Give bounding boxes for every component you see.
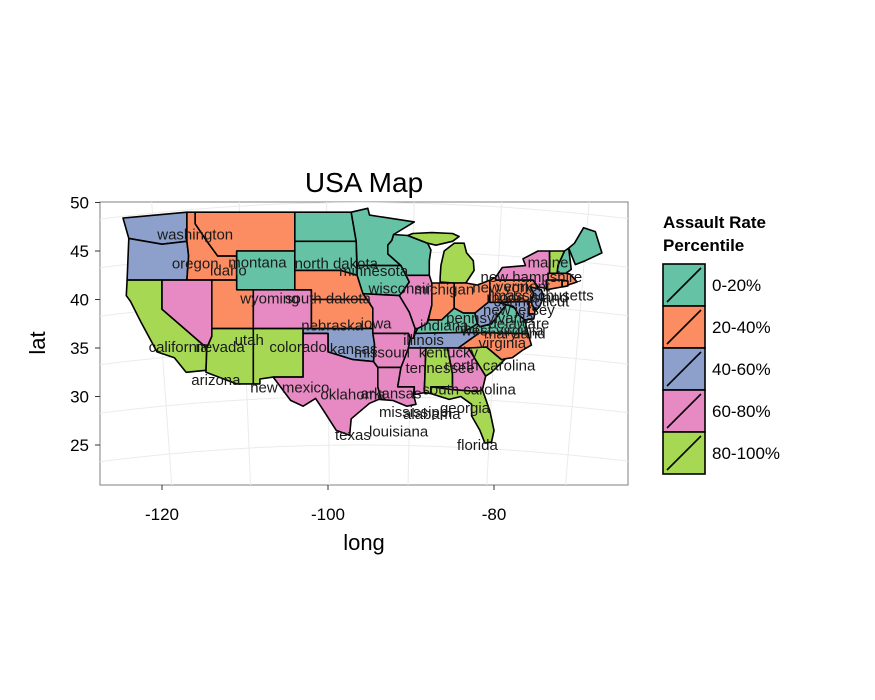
x-axis-title: long [343,530,385,555]
state-label-mississippi: mississippi [379,404,452,421]
state-label-new-mexico: new mexico [250,380,329,397]
state-label-michigan: michigan [414,282,474,299]
state-label-maine: maine [528,255,569,272]
state-label-new-jersey: new jersey [483,302,555,319]
state-north-dakota [293,211,358,243]
states-layer [122,207,603,444]
graticule-parallel [100,444,628,463]
state-label-tennessee: tennessee [405,360,474,377]
state-label-colorado: colorado [269,339,327,356]
y-tick-label: 25 [70,436,89,455]
state-maine [567,226,603,266]
legend-key-slash [666,309,702,345]
state-label-alabama: alabama [403,406,461,423]
state-label-california: california [149,339,210,356]
state-label-west-virginia: west virginia [460,322,544,339]
legend-title-line-1: Assault Rate [663,213,766,232]
state-label-maryland: maryland [484,325,546,342]
graticule-parallel [100,202,628,220]
state-label-wisconsin: wisconsin [367,281,433,298]
state-label-nevada: nevada [195,339,245,356]
state-label-kansas: kansas [330,341,378,358]
state-rhode-island [561,279,569,288]
state-maryland [497,300,536,321]
state-label-missouri: missouri [354,345,410,362]
state-label-south-dakota: south dakota [285,290,372,307]
graticule-meridian [564,202,590,485]
state-label-virginia: virginia [479,335,527,352]
state-label-south-carolina: south carolina [422,382,516,399]
state-label-montana: montana [228,255,287,272]
state-label-idaho: idaho [210,262,247,279]
state-label-pennsylvania: pennsylvania [446,310,534,327]
x-axis: -120 -100 -80 [145,485,506,524]
state-label-indiana: indiana [420,318,469,335]
state-label-utah: utah [235,332,264,349]
state-label-new-york: new york [472,280,533,297]
legend-label-1: 0-20% [712,276,761,295]
state-michigan-upper [406,231,460,246]
x-tick-label: -100 [311,505,345,524]
chart-title: USA Map [305,167,423,198]
state-label-arizona: arizona [191,372,241,389]
legend-key-slash [666,393,702,429]
state-florida [430,385,495,444]
state-label-delaware: delaware [488,316,549,333]
state-label-texas: texas [335,427,371,444]
y-tick-label: 35 [70,339,89,358]
state-new-jersey [529,286,545,312]
state-label-kentucky: kentucky [419,345,479,362]
legend-label-5: 80-100% [712,444,780,463]
graticule-parallel [38,494,702,520]
legend-label-4: 60-80% [712,402,771,421]
state-new-york [494,250,551,290]
state-label-new-hampshire: new hampshire [481,269,583,286]
state-label-rhode-island: rhode island [486,289,568,306]
state-vermont [548,250,566,275]
legend: Assault Rate Percentile 0-20% 20-40% 40-60… [662,213,780,475]
state-label-nebraska: nebraska [301,318,363,335]
y-tick-label: 40 [70,291,89,310]
legend-key-slash [666,435,702,471]
legend-title-line-2: Percentile [663,236,744,255]
state-label-illinois: illinois [403,332,444,349]
y-tick-label: 30 [70,388,89,407]
state-label-washington: washington [156,226,233,243]
legend-label-2: 20-40% [712,318,771,337]
state-label-oregon: oregon [172,256,219,273]
state-label-massachusetts: massachusetts [494,288,594,305]
state-label-ohio: ohio [455,320,483,337]
state-label-wyoming: wyoming [239,290,299,307]
state-label-florida: florida [457,437,499,454]
state-label-north-dakota: north dakota [295,256,379,273]
state-label-georgia: georgia [440,400,491,417]
state-texas [272,332,382,437]
state-label-oklahoma: oklahoma [320,386,386,403]
y-tick-label: 45 [70,242,89,261]
legend-label-3: 40-60% [712,360,771,379]
legend-key-slash [666,351,702,387]
y-axis-title: lat [25,331,50,354]
state-label-minnesota: minnesota [339,263,409,280]
state-label-iowa: iowa [361,316,393,333]
x-tick-label: -80 [482,505,507,524]
state-label-louisiana: louisiana [369,423,429,440]
state-labels-layer: washingtonoregonidahomontanacaliforniane… [149,226,594,454]
legend-key-slash [666,267,702,303]
state-label-arkansas: arkansas [361,385,422,402]
state-label-vermont: vermont [496,279,551,296]
x-tick-label: -120 [145,505,179,524]
y-axis: 25 30 35 40 45 50 [70,194,100,455]
state-label-north-carolina: north carolina [444,357,536,374]
y-tick-label: 50 [70,194,89,213]
state-label-connecticut: connecticut [493,293,570,310]
state-mississippi [396,347,427,396]
